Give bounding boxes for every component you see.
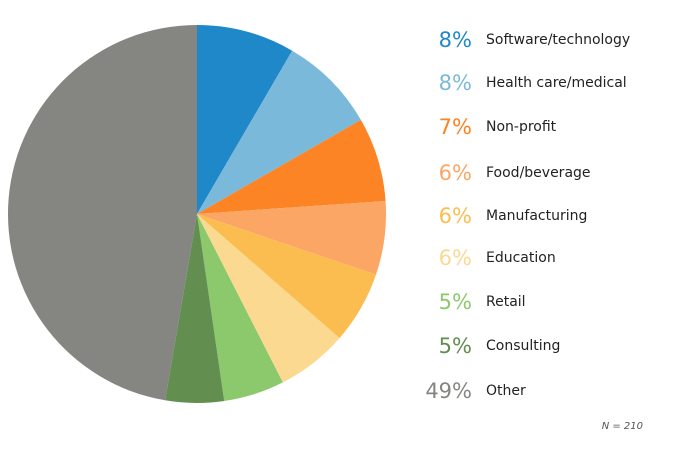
legend-item: 6% Food/beverage (0, 158, 675, 188)
pie-slice-retail (197, 214, 283, 402)
legend-item: 8% Health care/medical (0, 68, 675, 98)
pie-slice-manufacturing (197, 214, 376, 339)
legend-percent: 8% (438, 28, 472, 52)
legend-label: Software/technology (486, 32, 631, 48)
legend-item: 6% Manufacturing (0, 201, 675, 231)
legend-item: 7% Non-profit (0, 112, 675, 142)
legend-label: Other (486, 383, 526, 399)
legend-label: Education (486, 250, 556, 266)
pie-slice-health-care-medical (197, 50, 361, 214)
legend-item: 5% Consulting (0, 331, 675, 361)
pie-chart (7, 24, 387, 404)
legend-label: Manufacturing (486, 208, 588, 224)
legend-percent: 5% (438, 334, 472, 358)
legend-label: Retail (486, 294, 526, 310)
legend-label: Consulting (486, 338, 561, 354)
legend-label: Food/beverage (486, 165, 591, 181)
sample-size-note: N = 210 (601, 421, 643, 432)
legend-item: 5% Retail (0, 287, 675, 317)
legend-item: 49% Other (0, 376, 675, 406)
legend-item: 8% Software/technology (0, 25, 675, 55)
legend-percent: 6% (438, 161, 472, 185)
legend-item: 6% Education (0, 243, 675, 273)
legend-label: Health care/medical (486, 75, 627, 91)
legend-label: Non-profit (486, 119, 557, 135)
pie-slice-software-technology (197, 25, 293, 214)
legend-percent: 5% (438, 290, 472, 314)
legend-percent: 6% (438, 204, 472, 228)
pie-slice-other (7, 24, 198, 401)
pie-slice-non-profit (197, 119, 386, 214)
legend-percent: 7% (438, 115, 472, 139)
pie-slice-education (197, 214, 340, 383)
pie-slice-food-beverage (197, 200, 387, 275)
pie-slice-consulting (165, 214, 225, 404)
legend-percent: 6% (438, 246, 472, 270)
legend-percent: 8% (438, 71, 472, 95)
legend-percent: 49% (425, 379, 472, 403)
